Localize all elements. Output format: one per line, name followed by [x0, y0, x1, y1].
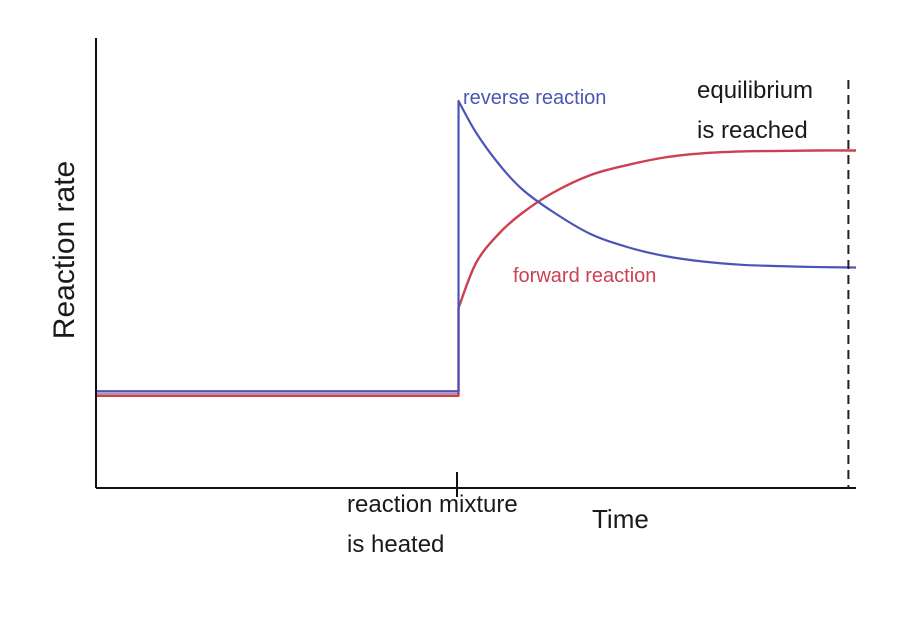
reverse-reaction-line: [96, 99, 857, 393]
equilibrium-label-line1: equilibrium: [697, 77, 813, 104]
equilibrium-label-line2: is reached: [697, 117, 808, 144]
y-axis-label: Reaction rate: [48, 161, 81, 339]
forward-reaction-line: [96, 149, 857, 397]
heated-label-line2: is heated: [347, 531, 444, 558]
reverse-reaction-label: reverse reaction: [463, 87, 606, 109]
heated-label-line1: reaction mixture: [347, 491, 518, 518]
chart-marks: [96, 99, 857, 397]
x-axis-label: Time: [592, 504, 649, 534]
forward-reaction-label: forward reaction: [513, 265, 656, 287]
